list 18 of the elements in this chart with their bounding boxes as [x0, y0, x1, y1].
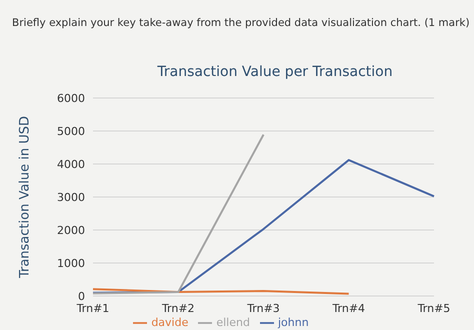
x-tick-label: Trn#2 [160, 302, 195, 315]
y-tick-label: 6000 [57, 92, 85, 105]
y-tick-label: 5000 [57, 124, 85, 138]
text: Briefly explain your key take-away from the provided data visualization chart. (1 mark) [12, 17, 470, 29]
x-tick-label: Trn#5 [416, 302, 450, 315]
y-axis-title: Transaction Value in USD [18, 116, 33, 280]
x-tick-label: Trn#4 [331, 302, 366, 315]
y-tick-label: 3000 [57, 190, 85, 204]
y-tick-label: 4000 [57, 158, 85, 171]
y-tick-label: 1000 [57, 256, 85, 270]
legend-label: ellend [216, 316, 250, 330]
x-tick-label: Trn#1 [76, 302, 110, 315]
legend-label: davide [151, 316, 188, 330]
y-tick-label: 2000 [57, 224, 85, 237]
chart-title: Transaction Value per Transaction [156, 64, 394, 80]
x-tick-label: Trn#3 [246, 302, 280, 315]
legend-label: johnn [278, 316, 309, 330]
y-tick-label: 0 [78, 290, 85, 303]
